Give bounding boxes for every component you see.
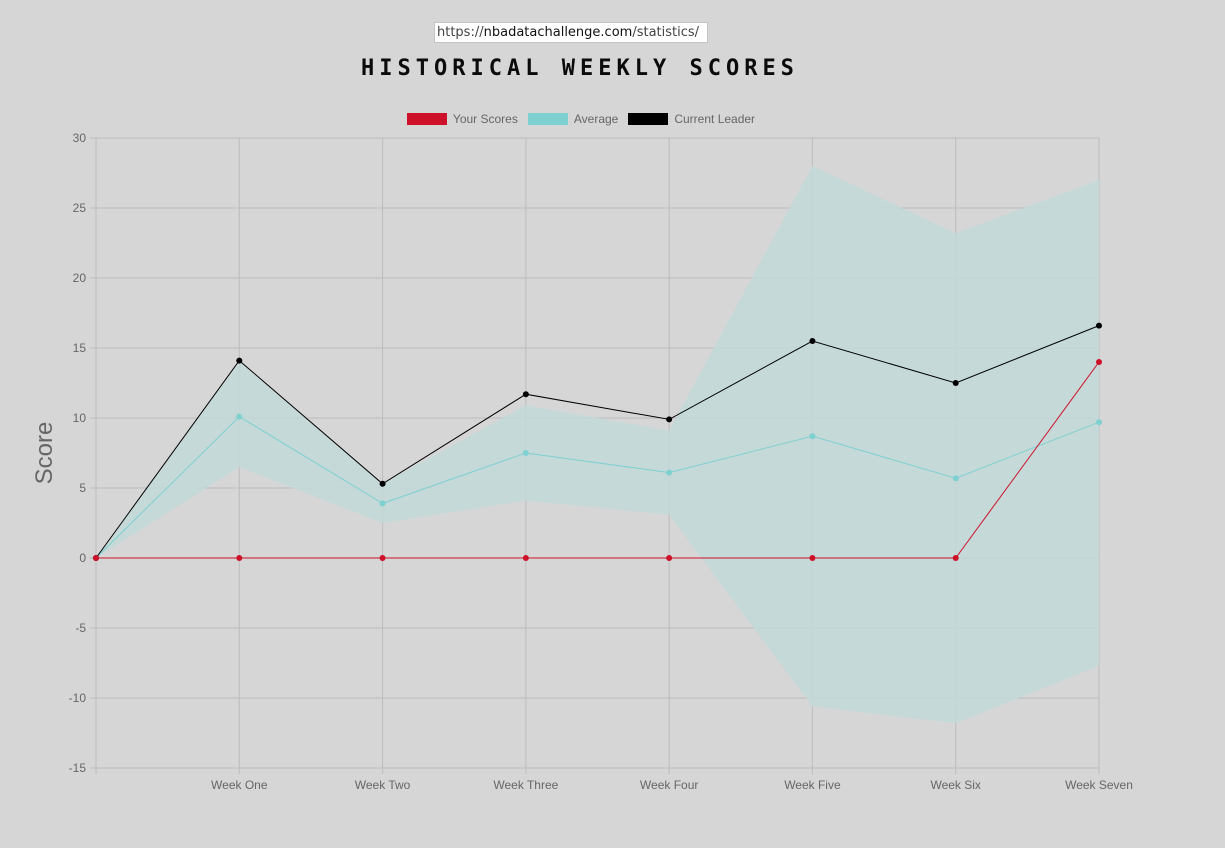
y-tick-label: 5 (79, 481, 86, 495)
legend-label-your-scores: Your Scores (452, 112, 518, 126)
y-tick-label: 15 (73, 341, 87, 355)
data-point-your-scores (236, 555, 243, 561)
data-point-current-leader (236, 357, 243, 364)
legend-swatch-current-leader (628, 113, 669, 125)
data-point-current-leader (666, 416, 673, 423)
y-tick-label: 10 (73, 411, 87, 425)
legend-swatch-your-scores (406, 113, 447, 125)
url-path: /statistics/ (632, 25, 700, 40)
data-point-your-scores (809, 555, 816, 561)
data-point-average (236, 413, 243, 420)
data-point-your-scores (952, 555, 959, 561)
data-point-average (952, 475, 959, 482)
data-point-average (809, 433, 816, 440)
url-address-bar[interactable]: https://nbadatachallenge.com/statistics/ (434, 22, 708, 43)
data-point-average (1096, 419, 1102, 426)
data-point-your-scores (522, 555, 529, 561)
x-tick-label: Week Two (355, 778, 411, 792)
page-title: HISTORICAL WEEKLY SCORES (361, 56, 799, 81)
y-tick-label: 0 (79, 551, 86, 565)
data-point-current-leader (952, 380, 959, 386)
data-point-average (666, 469, 673, 476)
legend-swatch-average (527, 113, 568, 125)
legend-label-average: Average (573, 112, 619, 126)
x-tick-label: Week Three (493, 778, 558, 792)
x-tick-label: Week Seven (1065, 778, 1133, 792)
legend-item-average[interactable]: Average (527, 112, 619, 126)
url-host: nbadatachallenge.com (483, 25, 633, 40)
series-line-current-leader (95, 325, 1100, 559)
x-tick-label: Week Five (784, 778, 841, 792)
x-tick-label: Week One (211, 778, 268, 792)
x-tick-label: Week Four (640, 778, 698, 792)
score-range-band (96, 166, 1099, 724)
y-tick-label: -10 (69, 691, 87, 705)
y-axis-title: Score (31, 422, 58, 485)
data-point-current-leader (809, 338, 816, 344)
chart-legend: Your Scores Average Current Leader (0, 112, 1162, 126)
data-point-your-scores (666, 555, 673, 561)
legend-item-your-scores[interactable]: Your Scores (406, 112, 518, 126)
legend-label-current-leader: Current Leader (674, 112, 756, 126)
data-point-current-leader (379, 480, 386, 487)
y-tick-label: -15 (69, 761, 87, 775)
data-point-current-leader (522, 391, 529, 398)
data-point-your-scores (1096, 359, 1102, 365)
y-tick-label: -5 (75, 621, 86, 635)
series-line-your-scores (96, 361, 1100, 559)
series-line-average (95, 415, 1100, 559)
data-point-current-leader (1096, 322, 1102, 329)
data-point-average (379, 500, 386, 507)
y-tick-label: 20 (73, 271, 87, 285)
y-tick-label: 30 (73, 131, 87, 145)
url-scheme: https:// (437, 25, 484, 40)
y-tick-label: 25 (73, 201, 87, 215)
legend-item-current-leader[interactable]: Current Leader (628, 112, 755, 126)
x-tick-label: Week Six (930, 778, 980, 792)
data-point-your-scores (93, 555, 99, 561)
data-point-average (522, 450, 529, 456)
data-point-your-scores (379, 555, 386, 561)
